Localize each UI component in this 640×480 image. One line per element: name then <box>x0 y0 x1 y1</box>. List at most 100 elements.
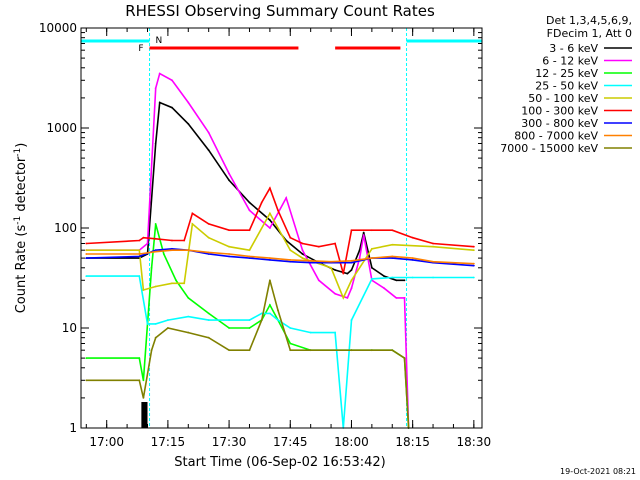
series-point <box>277 209 279 212</box>
series-point <box>228 172 230 175</box>
series-point <box>391 229 394 232</box>
series-point <box>138 275 141 278</box>
series-point <box>268 187 271 190</box>
series-point <box>138 239 141 242</box>
series-line-3 <box>86 275 474 429</box>
y-tick-label: 1 <box>69 421 77 435</box>
series-point <box>362 231 365 234</box>
series-point <box>350 349 353 352</box>
series-point <box>187 249 190 252</box>
series-point <box>248 229 251 232</box>
series-point <box>154 336 157 339</box>
series-point <box>342 296 345 299</box>
series-point <box>228 229 230 232</box>
series-point <box>268 227 271 229</box>
series-point <box>268 212 271 215</box>
series-point <box>472 264 475 267</box>
series-point <box>154 285 157 288</box>
series-point <box>142 289 145 291</box>
series-point <box>301 253 304 255</box>
legend-label-7: 800 - 7000 keV <box>514 130 598 143</box>
series-point <box>142 379 145 382</box>
series-line-6 <box>86 247 474 267</box>
chart-title: RHESSI Observing Summary Count Rates <box>125 2 435 20</box>
series-point <box>268 258 271 261</box>
series-point <box>138 253 141 255</box>
series-point <box>289 349 292 352</box>
series-point <box>207 222 210 225</box>
timestamp-label: 19-Oct-2021 08:21 <box>560 467 636 476</box>
series-point <box>207 149 210 152</box>
series-point <box>166 327 169 329</box>
y-axis-label-sup2: -1 <box>13 148 23 157</box>
legend-header-line-1: Det 1,3,4,5,6,9, <box>546 14 632 27</box>
legend-label-0: 3 - 6 keV <box>549 42 598 55</box>
series-point <box>187 315 190 318</box>
series-point <box>317 245 320 248</box>
series-group <box>85 72 475 429</box>
series-point <box>260 312 263 315</box>
series-point <box>289 258 292 261</box>
series-point <box>228 327 230 329</box>
series-point <box>154 142 157 145</box>
series-point <box>334 292 337 295</box>
y-tick-label: 10 <box>62 321 77 335</box>
x-axis-label: Start Time (06-Sep-02 16:53:42) <box>174 455 385 470</box>
series-point <box>154 322 157 325</box>
legend-label-3: 25 - 50 keV <box>535 80 598 93</box>
series-point <box>268 304 271 306</box>
series-point <box>277 309 279 312</box>
series-point <box>334 331 337 334</box>
series-point <box>268 279 271 282</box>
series-point <box>370 257 373 260</box>
series-point <box>138 357 141 360</box>
series-point <box>350 259 353 262</box>
series-point <box>317 279 320 282</box>
series-point <box>138 255 141 258</box>
series-point <box>330 266 332 269</box>
series-point <box>411 257 414 260</box>
series-point <box>350 319 353 321</box>
series-point <box>248 319 251 321</box>
series-point <box>228 319 230 321</box>
series-line-5 <box>86 186 474 274</box>
series-point <box>207 236 210 239</box>
series-point <box>309 259 312 262</box>
series-point <box>411 276 414 279</box>
series-point <box>228 255 230 258</box>
series-point <box>395 279 398 282</box>
y-axis-label-sup1: -1 <box>13 216 23 225</box>
legend-label-6: 300 - 800 keV <box>521 117 598 130</box>
series-point <box>309 261 312 264</box>
series-point <box>187 296 190 299</box>
series-point <box>183 282 186 285</box>
legend-label-4: 50 - 100 keV <box>528 92 598 105</box>
x-tick-label: 17:15 <box>151 435 186 449</box>
series-point <box>187 331 190 334</box>
series-point <box>358 257 361 260</box>
series-point <box>472 245 475 248</box>
series-point <box>334 242 337 245</box>
attenuator-marker <box>141 402 148 428</box>
series-point <box>301 257 304 260</box>
y-tick-label: 100 <box>54 221 77 235</box>
series-point <box>268 219 271 221</box>
series-point <box>228 349 230 352</box>
series-point <box>85 257 88 260</box>
legend-header-line-2: FDecim 1, Att 0 <box>547 27 632 40</box>
series-point <box>171 249 173 252</box>
series-point <box>248 201 251 204</box>
series-point <box>191 212 194 215</box>
series-point <box>207 131 210 134</box>
series-point <box>175 279 177 282</box>
series-point <box>248 249 251 252</box>
series-point <box>138 379 141 382</box>
series-point <box>334 269 337 271</box>
series-point <box>289 236 292 239</box>
series-point <box>171 247 173 250</box>
series-point <box>301 249 304 252</box>
x-tick-label: 17:00 <box>89 435 124 449</box>
series-line-1 <box>86 72 410 429</box>
